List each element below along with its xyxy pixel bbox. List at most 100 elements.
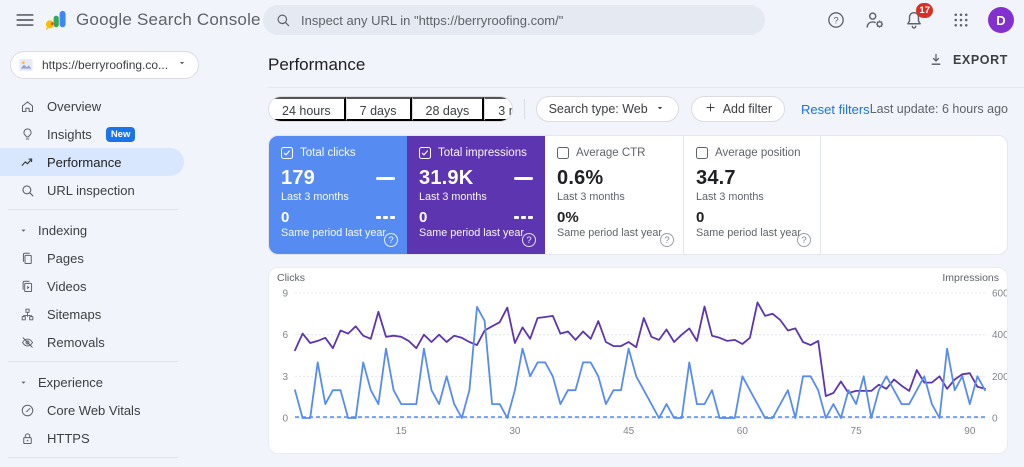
card-help-icon[interactable]: ? <box>384 233 398 247</box>
metric-checkbox[interactable] <box>419 147 431 159</box>
lightbulb-icon <box>23 127 32 139</box>
metric-compare-value: 0% <box>557 209 579 226</box>
chevron-down-icon <box>179 62 185 65</box>
metric-card-total-impressions[interactable]: Total impressions 31.9K Last 3 months 0 … <box>407 136 545 254</box>
chevron-down-icon <box>21 381 26 384</box>
help-icon[interactable]: ? <box>824 8 848 32</box>
performance-chart-panel: Clicks Impressions 0 3 6 9 0 200 400 600 15 30 45 60 7… <box>268 267 1008 454</box>
help-icon: ? <box>828 12 844 28</box>
left-tick-label: 6 <box>282 330 288 341</box>
lock-icon <box>23 432 32 444</box>
property-selector[interactable]: https://berryroofing.co... <box>10 51 200 79</box>
url-inspection-searchbar[interactable] <box>263 5 765 35</box>
x-tick-label: 75 <box>851 426 863 437</box>
metric-value: 34.7 <box>696 167 736 189</box>
search-console-logo <box>44 8 69 37</box>
search-type-filter[interactable]: Search type: Web <box>535 96 679 122</box>
right-axis-title: Impressions <box>942 272 999 284</box>
pages-icon <box>22 252 32 264</box>
chevron-down-icon <box>21 229 26 232</box>
performance-chart-icon <box>21 157 33 166</box>
chevron-down-icon <box>654 102 666 117</box>
download-icon <box>931 53 941 65</box>
card-help-icon[interactable]: ? <box>522 233 536 247</box>
sidebar-section-experience[interactable]: Experience <box>0 368 256 396</box>
hamburger-menu-icon <box>16 14 34 26</box>
card-help-icon[interactable]: ? <box>797 233 811 247</box>
check-icon <box>421 150 429 156</box>
sidebar-item-core-web-vitals[interactable]: Core Web Vitals <box>0 396 184 424</box>
metric-checkbox[interactable] <box>557 147 569 159</box>
card-help-icon[interactable]: ? <box>660 233 674 247</box>
sidebar-item-url-inspection[interactable]: URL inspection <box>0 176 184 204</box>
account-settings-icon[interactable] <box>863 8 887 32</box>
left-tick-label: 9 <box>282 289 288 300</box>
x-tick-label: 30 <box>509 426 521 437</box>
sidebar-section-indexing[interactable]: Indexing <box>0 216 256 244</box>
topbar: Google Search Console ? 17 D <box>0 0 1024 40</box>
metric-value: 0.6% <box>557 167 604 189</box>
date-range-3-months[interactable]: 3 months <box>484 97 512 121</box>
new-badge: New <box>105 126 136 142</box>
sidebar-item-videos[interactable]: Videos <box>0 272 184 300</box>
x-tick-label: 60 <box>737 426 749 437</box>
add-filter-button[interactable]: Add filter <box>690 96 786 122</box>
download-icon <box>928 52 944 68</box>
hamburger-menu-icon[interactable] <box>14 9 36 31</box>
left-axis-title: Clicks <box>277 272 305 284</box>
speedometer-icon <box>21 404 34 416</box>
property-url: https://berryroofing.co... <box>42 58 169 72</box>
metric-checkbox[interactable] <box>696 147 708 159</box>
sitemaps-icon <box>21 308 34 320</box>
metric-compare-value: 0 <box>696 209 705 226</box>
metric-card-average-position[interactable]: Average position 34.7 Last 3 months 0 Sa… <box>683 136 821 254</box>
search-icon <box>22 184 34 196</box>
date-range-24-hours[interactable]: 24 hours <box>269 97 346 121</box>
sidebar-item-removals[interactable]: Removals <box>0 328 184 356</box>
sidebar-item-https[interactable]: HTTPS <box>0 424 184 452</box>
left-tick-label: 3 <box>282 372 288 383</box>
url-inspect-input[interactable] <box>301 12 753 28</box>
right-tick-label: 600 <box>992 289 1007 300</box>
sidebar-item-sitemaps[interactable]: Sitemaps <box>0 300 184 328</box>
apps-grid-icon[interactable] <box>949 8 973 32</box>
notifications-bell-icon[interactable]: 17 <box>902 3 933 32</box>
sidebar-item-insights[interactable]: Insights New <box>0 120 184 148</box>
sidebar-item-pages[interactable]: Pages <box>0 244 184 272</box>
metric-card-total-clicks[interactable]: Total clicks 179 Last 3 months 0 Same pe… <box>269 136 407 254</box>
date-range-7-days[interactable]: 7 days <box>345 97 412 121</box>
sidebar-item-overview[interactable]: Overview <box>0 92 184 120</box>
avatar[interactable]: D <box>988 7 1014 33</box>
left-tick-label: 0 <box>282 414 288 425</box>
x-tick-label: 90 <box>964 426 976 437</box>
account-settings-icon <box>866 12 884 28</box>
metric-checkbox[interactable] <box>281 147 293 159</box>
sidebar-item-performance[interactable]: Performance <box>0 148 184 176</box>
videos-icon <box>22 280 33 292</box>
solid-line-legend <box>376 177 395 180</box>
page-title: Performance <box>268 55 366 74</box>
x-tick-label: 15 <box>396 426 408 437</box>
site-favicon <box>18 57 34 73</box>
metric-card-average-ctr[interactable]: Average CTR 0.6% Last 3 months 0% Same p… <box>545 136 683 254</box>
dashed-line-legend <box>376 216 395 219</box>
sidebar-divider <box>8 209 178 210</box>
right-tick-label: 200 <box>992 372 1007 383</box>
home-icon <box>21 100 34 112</box>
sidebar: Overview Insights New Performance URL in… <box>0 92 256 463</box>
plus-icon <box>706 103 715 112</box>
sidebar-divider <box>8 361 178 362</box>
sidebar-divider <box>8 457 178 458</box>
reset-filters-link[interactable]: Reset filters <box>801 101 870 117</box>
x-tick-label: 45 <box>623 426 635 437</box>
total-clicks-line <box>294 306 986 419</box>
solid-line-legend <box>514 177 533 180</box>
toolbar-separator <box>523 99 525 119</box>
export-button[interactable]: EXPORT <box>928 52 1008 68</box>
check-icon <box>283 150 291 156</box>
date-range-28-days[interactable]: 28 days <box>411 97 485 121</box>
notification-badge: 17 <box>916 3 933 18</box>
app-title: Google Search Console <box>76 10 261 29</box>
